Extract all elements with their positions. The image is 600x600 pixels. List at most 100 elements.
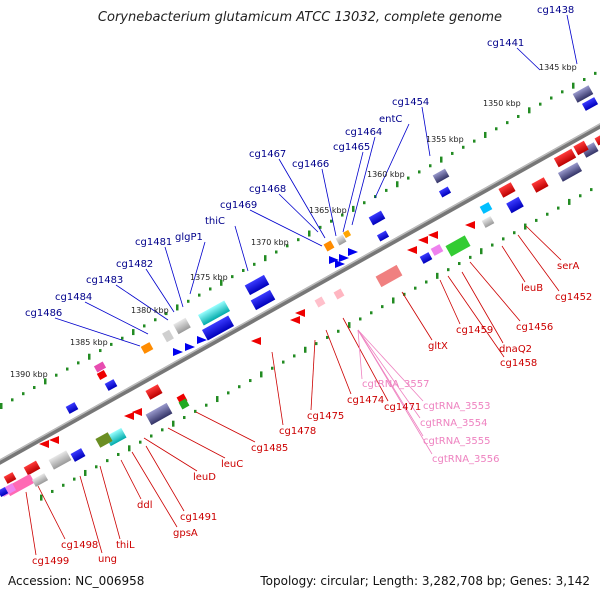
kbp-label: 1360 kbp [367, 170, 405, 179]
gene-box [314, 296, 326, 308]
gene-label-gltX: gltX [428, 341, 448, 352]
tick-mark [550, 96, 553, 100]
strand-arrow [290, 316, 300, 324]
gene-label-cg1466: cg1466 [292, 159, 329, 170]
gene-label-cg1486: cg1486 [25, 308, 62, 319]
tick-mark [337, 329, 340, 333]
tick-mark [11, 398, 14, 402]
gene-label-cg1441: cg1441 [487, 38, 524, 49]
tick-mark [62, 483, 65, 487]
gene-label-gpsA: gpsA [173, 528, 198, 539]
tick-mark [143, 324, 146, 328]
gene-box [70, 448, 86, 462]
kbp-label: 1375 kbp [190, 273, 228, 282]
tick-mark [363, 201, 366, 205]
tick-mark [271, 366, 274, 370]
tick-mark [436, 272, 439, 279]
tick-mark [524, 223, 527, 230]
tick-mark [418, 170, 421, 174]
tick-mark [447, 268, 450, 272]
gene-label-cg1454: cg1454 [392, 97, 429, 108]
gene-label-cg1468: cg1468 [249, 184, 286, 195]
gene-label-cg1452: cg1452 [555, 292, 592, 303]
tick-mark [458, 262, 461, 266]
leader-line [342, 317, 389, 402]
backbone-line [0, 123, 600, 465]
tick-mark [568, 198, 571, 205]
gene-label-cg1474: cg1474 [347, 395, 384, 406]
strand-arrow [329, 256, 339, 264]
gene-features [0, 85, 600, 498]
tick-mark [341, 213, 344, 217]
tick-mark [535, 218, 538, 222]
leader-line [357, 329, 424, 402]
tick-mark [66, 367, 69, 371]
tick-mark [253, 262, 256, 266]
tick-mark [414, 286, 417, 290]
tick-mark [172, 420, 175, 427]
tick-mark [165, 312, 168, 316]
gene-label-cg1484: cg1484 [55, 292, 92, 303]
tick-mark [594, 71, 597, 75]
gene-box [479, 202, 493, 214]
gene-box [581, 142, 599, 158]
tick-mark [275, 250, 278, 254]
topology-label: Topology: circular; Length: 3,282,708 bp… [260, 574, 590, 588]
gene-box [31, 473, 49, 487]
tick-mark [40, 494, 43, 501]
gene-label-cg1471: cg1471 [384, 402, 421, 413]
tick-mark [579, 194, 582, 198]
gene-box [145, 402, 173, 426]
strand-arrow [418, 236, 428, 244]
kbp-label: 1390 kbp [10, 370, 48, 379]
trna-label-cgtRNA_3555: cgtRNA_3555 [423, 436, 491, 447]
gene-box [557, 162, 583, 182]
strand-arrow [197, 336, 207, 344]
leader-line [79, 475, 103, 554]
tick-mark [473, 139, 476, 143]
gene-label-cg1458: cg1458 [500, 358, 537, 369]
gene-label-ung: ung [98, 554, 117, 565]
gene-box [432, 168, 450, 184]
gene-box [572, 85, 594, 103]
tick-mark [187, 299, 190, 303]
leader-line [461, 271, 504, 344]
tick-mark [425, 280, 428, 284]
gene-box [197, 300, 231, 326]
tick-track [0, 71, 597, 501]
tick-mark [51, 489, 54, 493]
gene-label-cg1498: cg1498 [61, 540, 98, 551]
strand-arrow [348, 248, 358, 256]
tick-mark [440, 156, 443, 163]
strand-arrow [251, 337, 261, 345]
strand-arrow [407, 246, 417, 254]
gene-label-cg1481: cg1481 [135, 237, 172, 248]
leader-line [84, 301, 149, 335]
gene-label-cg1478: cg1478 [279, 426, 316, 437]
gene-box [335, 234, 347, 246]
gene-label-thiL: thiL [116, 540, 135, 551]
tick-mark [139, 440, 142, 444]
leader-line [271, 351, 284, 426]
tick-mark [502, 237, 505, 241]
tick-mark [73, 477, 76, 481]
tick-mark [381, 305, 384, 309]
leader-line [525, 225, 562, 261]
gene-box [445, 235, 471, 257]
tick-mark [491, 243, 494, 247]
tick-mark [242, 268, 245, 272]
kbp-label: 1350 kbp [483, 99, 521, 108]
leader-line [278, 193, 319, 233]
gene-box [250, 289, 276, 311]
leader-line [374, 123, 410, 199]
gene-box [573, 140, 589, 156]
gene-label-glgP1: glgP1 [175, 232, 203, 243]
kbp-label: 1380 kbp [131, 306, 169, 315]
tick-mark [95, 465, 98, 469]
leader-line [278, 158, 326, 239]
trna-label-cgtRNA_3554: cgtRNA_3554 [420, 418, 488, 429]
leader-line [516, 47, 541, 71]
strand-arrow [185, 343, 195, 351]
leader-line [37, 485, 66, 540]
strand-arrow [49, 436, 59, 444]
